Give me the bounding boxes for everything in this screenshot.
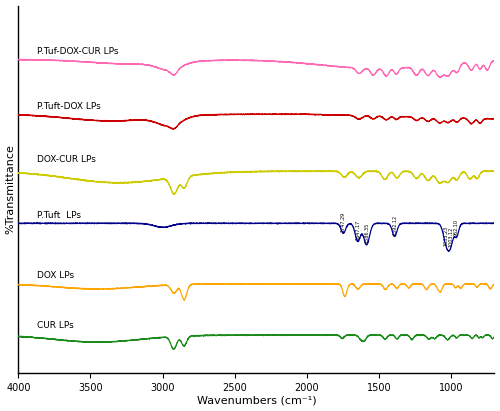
Text: 1586.35: 1586.35 [364, 223, 369, 243]
Text: P.Tuft  LPs: P.Tuft LPs [37, 210, 81, 219]
Text: DOX LPs: DOX LPs [37, 270, 74, 279]
Text: 1392.12: 1392.12 [392, 215, 397, 235]
Text: DOX-CUR LPs: DOX-CUR LPs [37, 155, 96, 164]
Text: 1647.17: 1647.17 [356, 220, 360, 240]
Text: 1747.29: 1747.29 [341, 212, 346, 232]
Text: 1003.12: 1003.12 [448, 226, 453, 247]
X-axis label: Wavenumbers (cm⁻¹): Wavenumbers (cm⁻¹) [196, 395, 316, 405]
Text: CUR LPs: CUR LPs [37, 321, 74, 330]
Y-axis label: %Transmittance: %Transmittance [6, 144, 16, 234]
Text: 962.10: 962.10 [454, 219, 459, 236]
Text: P.Tuf-DOX-CUR LPs: P.Tuf-DOX-CUR LPs [37, 47, 118, 56]
Text: 1033.23: 1033.23 [444, 226, 449, 246]
Text: P.Tuft-DOX LPs: P.Tuft-DOX LPs [37, 102, 101, 111]
